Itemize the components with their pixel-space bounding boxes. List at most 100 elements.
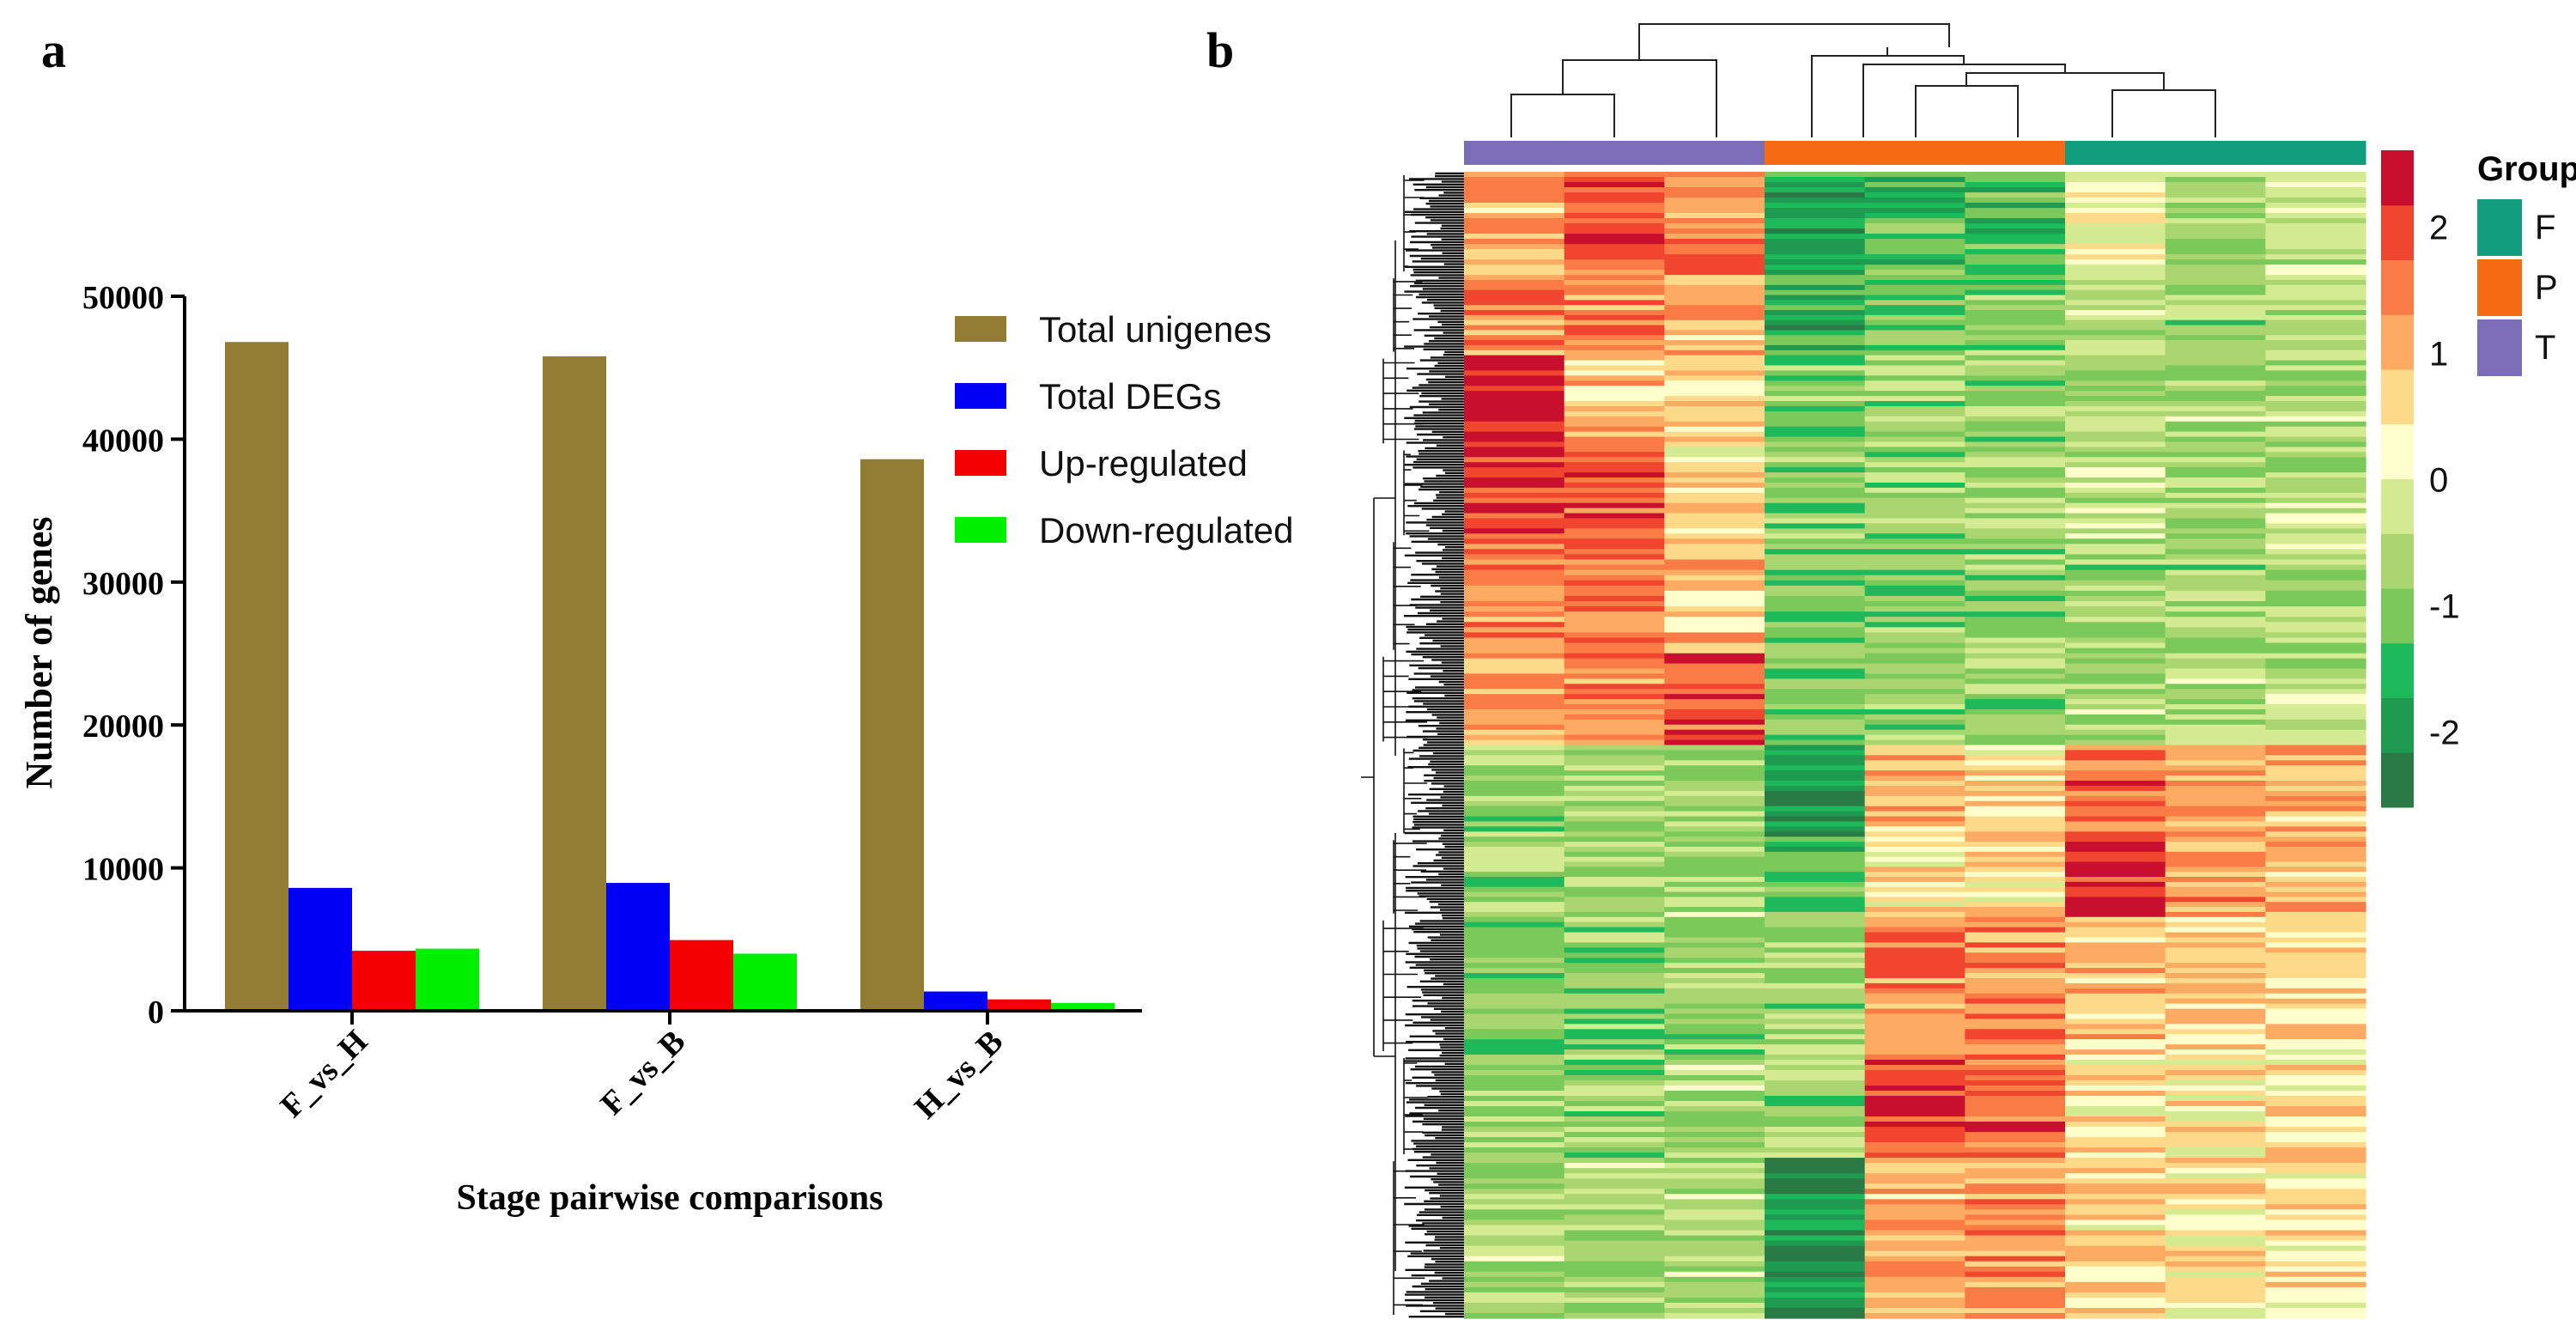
heat-cell <box>2065 1302 2166 1309</box>
heat-cell <box>1765 734 1866 741</box>
heat-cell <box>1765 270 1866 276</box>
heat-cell <box>1464 554 1565 561</box>
heat-cell <box>1464 1074 1565 1081</box>
heat-cell <box>1564 559 1665 566</box>
heat-cell <box>1864 554 1965 561</box>
heat-cell <box>1965 370 2066 376</box>
heat-cell <box>2265 977 2366 984</box>
heat-cell <box>1965 533 2066 539</box>
heat-cell <box>1965 1158 2066 1164</box>
heat-cell <box>1464 1101 1565 1107</box>
heat-cell <box>1765 452 1866 458</box>
heat-cell <box>1664 1059 1765 1066</box>
heat-cell <box>2065 187 2166 193</box>
heat-cell <box>2265 921 2366 928</box>
heat-cell <box>1464 770 1565 776</box>
heat-cell <box>2265 1116 2366 1122</box>
heat-cell <box>1864 1250 1965 1257</box>
heat-cell <box>2165 1024 2266 1030</box>
heat-cell <box>1664 658 1765 665</box>
heat-cell <box>2265 704 2366 710</box>
heat-cell <box>1464 401 1565 407</box>
heat-cell <box>1664 319 1765 326</box>
heat-cell <box>2065 380 2166 386</box>
bar-H_vs_B-down-regulated <box>1051 1002 1115 1011</box>
heat-cell <box>1664 1204 1765 1210</box>
heat-cell <box>1464 1245 1565 1252</box>
heat-cell <box>1664 279 1765 286</box>
heat-cell <box>2265 739 2366 746</box>
heat-cell <box>2165 1240 2266 1247</box>
heat-cell <box>1765 314 1866 321</box>
heat-cell <box>1965 1281 2066 1288</box>
heat-cell <box>1765 982 1866 989</box>
heat-cell <box>1965 457 2066 463</box>
heat-cell <box>1564 375 1665 381</box>
heat-cell <box>1765 1096 1866 1102</box>
heat-cell <box>1464 942 1565 948</box>
heat-cell <box>1464 811 1565 818</box>
heat-cell <box>2065 1183 2166 1189</box>
heat-cell <box>2065 305 2166 311</box>
heat-cell <box>1564 806 1665 812</box>
heat-cell <box>2265 295 2366 301</box>
heat-cell <box>1564 632 1665 639</box>
heat-cell <box>1664 335 1765 341</box>
heat-cell <box>2065 1276 2166 1283</box>
heat-cell <box>1765 1147 1866 1153</box>
heat-cell <box>1864 564 1965 571</box>
heat-cell <box>1864 396 1965 402</box>
heat-cell <box>1564 684 1665 690</box>
heat-cell <box>2265 877 2366 883</box>
heat-cell <box>1864 1276 1965 1283</box>
heat-cell <box>2265 684 2366 690</box>
heat-cell <box>1564 627 1665 634</box>
heat-cell <box>1965 1204 2066 1210</box>
heat-cell <box>1664 668 1765 675</box>
heat-cell <box>1864 213 1965 219</box>
heat-cell <box>2165 1297 2266 1304</box>
heat-cell <box>1664 441 1765 447</box>
heat-cell <box>1664 533 1765 539</box>
heat-cell <box>2165 831 2266 837</box>
heat-cell <box>1864 590 1965 597</box>
y-tick-label: 10000 <box>82 852 164 888</box>
heat-cell <box>2065 441 2166 447</box>
legend-swatch <box>955 316 1006 342</box>
heat-cell <box>2065 836 2166 842</box>
heat-cell <box>2165 554 2266 561</box>
heat-cell <box>1765 642 1866 649</box>
heat-cell <box>1965 826 2066 832</box>
heat-cell <box>2065 1219 2166 1226</box>
heat-cell <box>1664 1230 1765 1237</box>
heat-cell <box>1765 921 1866 928</box>
heat-cell <box>1464 765 1565 771</box>
heat-cell <box>2065 325 2166 331</box>
heat-cell <box>2065 391 2166 397</box>
heat-cell <box>1765 482 1866 489</box>
heat-cell <box>1464 968 1565 974</box>
heat-cell <box>2265 1256 2366 1262</box>
heat-cell <box>2265 467 2366 473</box>
heat-cell <box>1864 902 1965 908</box>
heat-cell <box>2265 203 2366 209</box>
heat-cell <box>2065 497 2166 504</box>
heat-cell <box>1864 1059 1965 1066</box>
heat-cell <box>2065 1085 2166 1092</box>
heat-cell <box>2065 648 2166 654</box>
heat-cell <box>2165 208 2266 214</box>
heat-cell <box>1864 1080 1965 1086</box>
heat-cell <box>1664 487 1765 494</box>
heat-cell <box>2265 508 2366 514</box>
heat-cell <box>2065 523 2166 529</box>
heat-cell <box>1965 411 2066 417</box>
heat-cell <box>1664 513 1765 520</box>
heat-cell <box>1664 391 1765 397</box>
heat-cell <box>2265 1091 2366 1097</box>
heat-cell <box>2065 300 2166 306</box>
heat-cell <box>2165 1250 2266 1257</box>
heat-cell <box>1765 1003 1866 1010</box>
heat-cell <box>1464 916 1565 923</box>
heat-cell <box>1765 755 1866 761</box>
heat-cell <box>1765 897 1866 903</box>
